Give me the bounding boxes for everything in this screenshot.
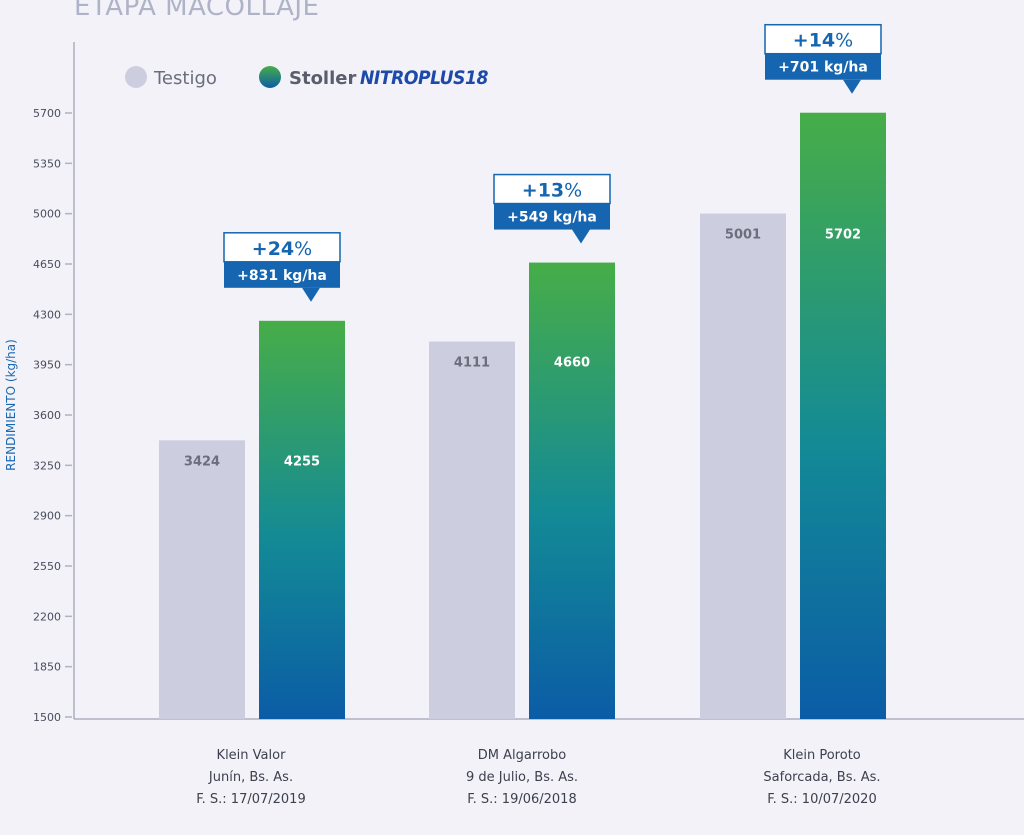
legend: Testigo Stoller NITROPLUS18 bbox=[125, 66, 489, 89]
data-label-testigo: 3424 bbox=[184, 454, 220, 469]
y-tick-label: 5000 bbox=[33, 208, 61, 221]
y-tick-label: 3600 bbox=[33, 409, 61, 422]
bar-stoller bbox=[529, 262, 615, 719]
y-tick-label: 2900 bbox=[33, 510, 61, 523]
y-tick-label: 1500 bbox=[33, 711, 61, 724]
y-tick-label: 2550 bbox=[33, 560, 61, 573]
x-category-label: F. S.: 17/07/2019 bbox=[196, 792, 305, 807]
legend-testigo-swatch bbox=[125, 66, 147, 88]
data-label-stoller: 4660 bbox=[554, 356, 590, 371]
y-tick-label: 4650 bbox=[33, 258, 61, 271]
y-tick-label: 1850 bbox=[33, 661, 61, 674]
bar-testigo bbox=[700, 213, 786, 719]
data-label-testigo: 4111 bbox=[454, 356, 490, 371]
x-category-label: DM Algarrobo bbox=[478, 748, 566, 763]
annotation-delta-box bbox=[224, 261, 340, 288]
bar-testigo bbox=[429, 341, 515, 719]
annotation-percent: +24% bbox=[252, 238, 312, 260]
annotation-callout: +24% +831 kg/ha bbox=[223, 232, 341, 302]
y-tick-label: 3250 bbox=[33, 459, 61, 472]
annotation-delta: +549 kg/ha bbox=[507, 210, 597, 226]
annotation-callout: +14% +701 kg/ha bbox=[764, 23, 882, 94]
annotation-percent-box bbox=[223, 232, 341, 263]
x-category-label: Klein Valor bbox=[217, 748, 287, 763]
annotation-pointer bbox=[843, 79, 861, 94]
y-axis-label: RENDIMIENTO (kg/ha) bbox=[4, 339, 18, 471]
annotation-percent-value: +24 bbox=[252, 238, 294, 260]
x-category-label: F. S.: 10/07/2020 bbox=[767, 792, 876, 807]
y-tick-label: 5350 bbox=[33, 157, 61, 170]
x-category-label: Klein Poroto bbox=[783, 748, 861, 763]
annotation-percent-sign: % bbox=[564, 180, 582, 202]
annotation-percent-sign: % bbox=[835, 30, 853, 52]
data-label-stoller: 4255 bbox=[284, 454, 320, 469]
x-category-label: Junín, Bs. As. bbox=[208, 770, 293, 785]
annotation-percent-box bbox=[493, 173, 611, 205]
data-label-testigo: 5001 bbox=[725, 228, 761, 243]
annotation-delta-box bbox=[765, 53, 881, 80]
annotation-pointer bbox=[302, 287, 320, 302]
y-tick-label: 2200 bbox=[33, 610, 61, 623]
legend-stoller-label: Stoller bbox=[289, 68, 356, 89]
bar-testigo bbox=[159, 440, 245, 719]
page-title: ETAPA MACOLLAJE bbox=[74, 0, 320, 22]
y-tick-label: 3950 bbox=[33, 359, 61, 372]
legend-testigo-label: Testigo bbox=[153, 68, 217, 89]
bar-stoller bbox=[800, 112, 886, 719]
legend-brand-logo: NITROPLUS18 bbox=[360, 67, 488, 89]
x-category-label: F. S.: 19/06/2018 bbox=[467, 792, 576, 807]
data-label-stoller: 5702 bbox=[825, 228, 861, 243]
annotation-pointer bbox=[572, 229, 590, 244]
x-category-label: 9 de Julio, Bs. As. bbox=[466, 770, 578, 785]
annotation-delta: +701 kg/ha bbox=[778, 60, 868, 76]
annotation-percent: +13% bbox=[522, 180, 582, 202]
annotation-callout: +13% +549 kg/ha bbox=[493, 173, 611, 244]
y-tick-label: 5700 bbox=[33, 107, 61, 120]
bar-stoller bbox=[259, 320, 345, 719]
annotation-delta: +831 kg/ha bbox=[237, 268, 327, 284]
annotation-delta-box bbox=[494, 203, 610, 230]
annotation-percent-value: +14 bbox=[793, 30, 835, 52]
annotation-percent-sign: % bbox=[294, 238, 312, 260]
legend-stoller-swatch bbox=[259, 66, 281, 88]
annotation-percent-box bbox=[764, 23, 882, 55]
annotation-percent: +14% bbox=[793, 30, 853, 52]
y-tick-label: 4300 bbox=[33, 308, 61, 321]
annotation-percent-value: +13 bbox=[522, 180, 564, 202]
x-category-label: Saforcada, Bs. As. bbox=[763, 770, 880, 785]
